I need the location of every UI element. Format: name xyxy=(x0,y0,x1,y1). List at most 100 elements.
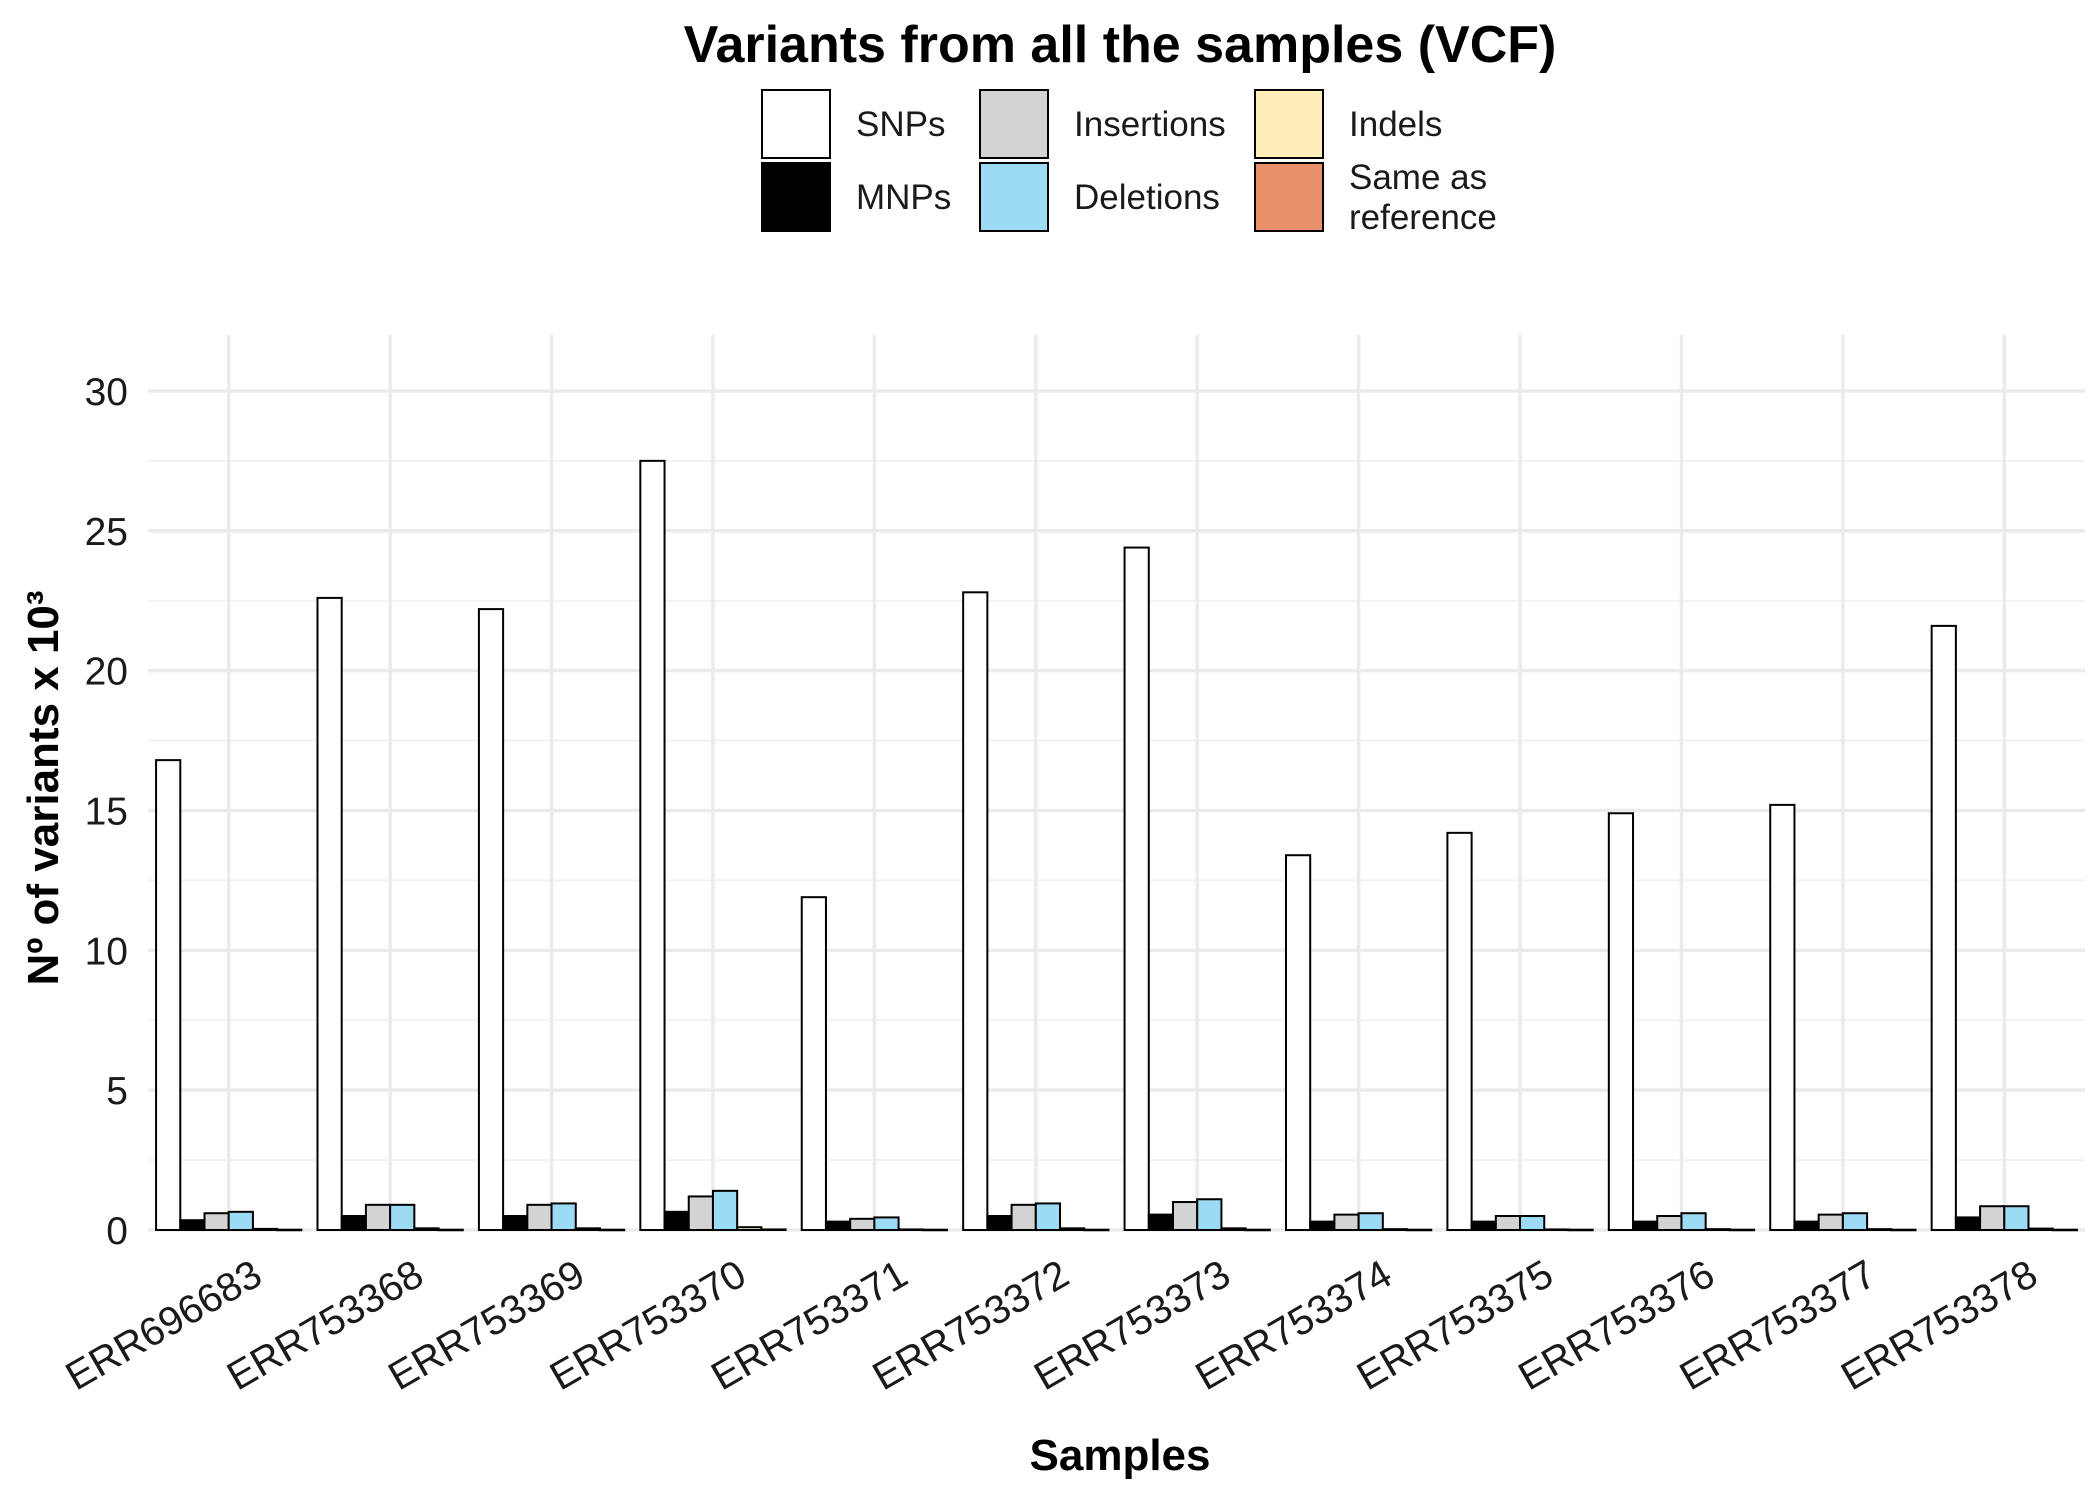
bar xyxy=(251,1227,279,1231)
bar xyxy=(1010,1203,1037,1231)
bar xyxy=(986,1215,1013,1231)
y-tick-label: 20 xyxy=(85,651,128,694)
bars xyxy=(155,459,2078,1232)
bar xyxy=(1446,831,1473,1231)
y-tick-label: 5 xyxy=(106,1070,128,1113)
legend-swatch xyxy=(1254,162,1324,232)
bar xyxy=(179,1219,206,1231)
legend: SNPs MNPs Insertions Deletions Indels Same as… xyxy=(761,89,1497,237)
bar xyxy=(526,1203,553,1231)
bar xyxy=(1309,1220,1336,1231)
bar xyxy=(574,1227,601,1232)
legend-label: SNPs xyxy=(856,105,945,144)
bar xyxy=(1494,1215,1522,1231)
bar xyxy=(550,1202,577,1231)
bar xyxy=(639,459,666,1231)
bar xyxy=(1680,1212,1707,1231)
bar xyxy=(1220,1227,1247,1232)
bar xyxy=(1147,1213,1174,1231)
bar xyxy=(736,1226,763,1231)
bar xyxy=(897,1228,924,1232)
y-tick-label: 10 xyxy=(85,930,128,973)
bar xyxy=(413,1227,440,1232)
bar xyxy=(711,1189,739,1231)
bar xyxy=(1083,1228,1110,1232)
bar xyxy=(1333,1213,1360,1231)
bar xyxy=(340,1215,367,1231)
chart-title: Variants from all the samples (VCF) xyxy=(684,16,1557,74)
bar xyxy=(1656,1215,1683,1231)
legend-swatch xyxy=(1254,89,1324,159)
bar xyxy=(1357,1212,1384,1231)
bar xyxy=(800,896,827,1231)
bar-group xyxy=(1769,803,1917,1232)
bar xyxy=(1841,1212,1869,1231)
bar xyxy=(663,1210,690,1231)
bar-group xyxy=(1284,854,1433,1232)
legend-label: Deletions xyxy=(1074,178,1220,217)
bar-group xyxy=(1123,546,1271,1232)
y-axis-title: Nº of variants x 10³ xyxy=(19,590,68,985)
y-tick-label: 25 xyxy=(85,511,128,554)
bar xyxy=(1470,1220,1497,1231)
bar xyxy=(1059,1227,1086,1232)
bar xyxy=(2003,1205,2030,1231)
bar-group xyxy=(639,459,787,1232)
bar xyxy=(1196,1198,1223,1231)
bar xyxy=(1979,1205,2006,1231)
bar xyxy=(1728,1228,1756,1232)
bar-group xyxy=(800,896,949,1232)
bar xyxy=(1890,1228,1917,1232)
bar xyxy=(1543,1228,1570,1232)
bar xyxy=(1244,1228,1271,1232)
bar xyxy=(1704,1228,1731,1231)
bar-group xyxy=(1607,812,1756,1232)
y-tick-label: 0 xyxy=(106,1210,128,1253)
bar xyxy=(760,1228,787,1232)
y-tick-label: 15 xyxy=(85,790,128,833)
bar xyxy=(1171,1201,1199,1231)
bar-group xyxy=(1446,831,1594,1232)
bar xyxy=(1519,1215,1546,1231)
bar xyxy=(389,1203,416,1231)
legend-label: Same as reference xyxy=(1349,158,1497,237)
legend-item: Indels xyxy=(1254,89,1442,159)
bar xyxy=(1567,1228,1594,1232)
bar-group xyxy=(962,591,1110,1232)
bar xyxy=(316,596,343,1231)
bar xyxy=(364,1203,392,1231)
bar xyxy=(1284,854,1312,1231)
legend-swatch xyxy=(761,162,831,232)
legend-item: SNPs xyxy=(761,89,945,159)
bar xyxy=(873,1216,900,1231)
y-tick-label: 30 xyxy=(85,371,128,414)
bar xyxy=(155,759,182,1231)
bar xyxy=(1607,812,1635,1231)
legend-label: MNPs xyxy=(856,178,951,217)
bar xyxy=(1954,1216,1982,1231)
bar xyxy=(2051,1228,2078,1232)
grid xyxy=(148,335,2085,1232)
bar xyxy=(1769,803,1796,1231)
bar xyxy=(477,608,505,1231)
bar xyxy=(849,1217,876,1231)
bar xyxy=(2027,1227,2054,1231)
legend-label: Indels xyxy=(1349,105,1442,144)
legend-label: Insertions xyxy=(1074,105,1226,144)
legend-item: Deletions xyxy=(979,162,1220,232)
bar xyxy=(437,1228,464,1232)
bar-group xyxy=(477,608,626,1232)
bar xyxy=(1123,546,1150,1231)
bar xyxy=(824,1220,852,1231)
bar xyxy=(227,1210,254,1231)
bar xyxy=(1817,1213,1844,1231)
x-axis-ticks: ERR696683ERR753368ERR753369ERR753370ERR7… xyxy=(58,1252,2044,1399)
bar xyxy=(1632,1220,1659,1231)
legend-item: Insertions xyxy=(979,89,1226,159)
bar xyxy=(502,1215,529,1231)
bar xyxy=(962,591,989,1231)
legend-swatch xyxy=(979,162,1049,232)
bar xyxy=(203,1212,230,1231)
x-axis-title: Samples xyxy=(1030,1431,1211,1480)
